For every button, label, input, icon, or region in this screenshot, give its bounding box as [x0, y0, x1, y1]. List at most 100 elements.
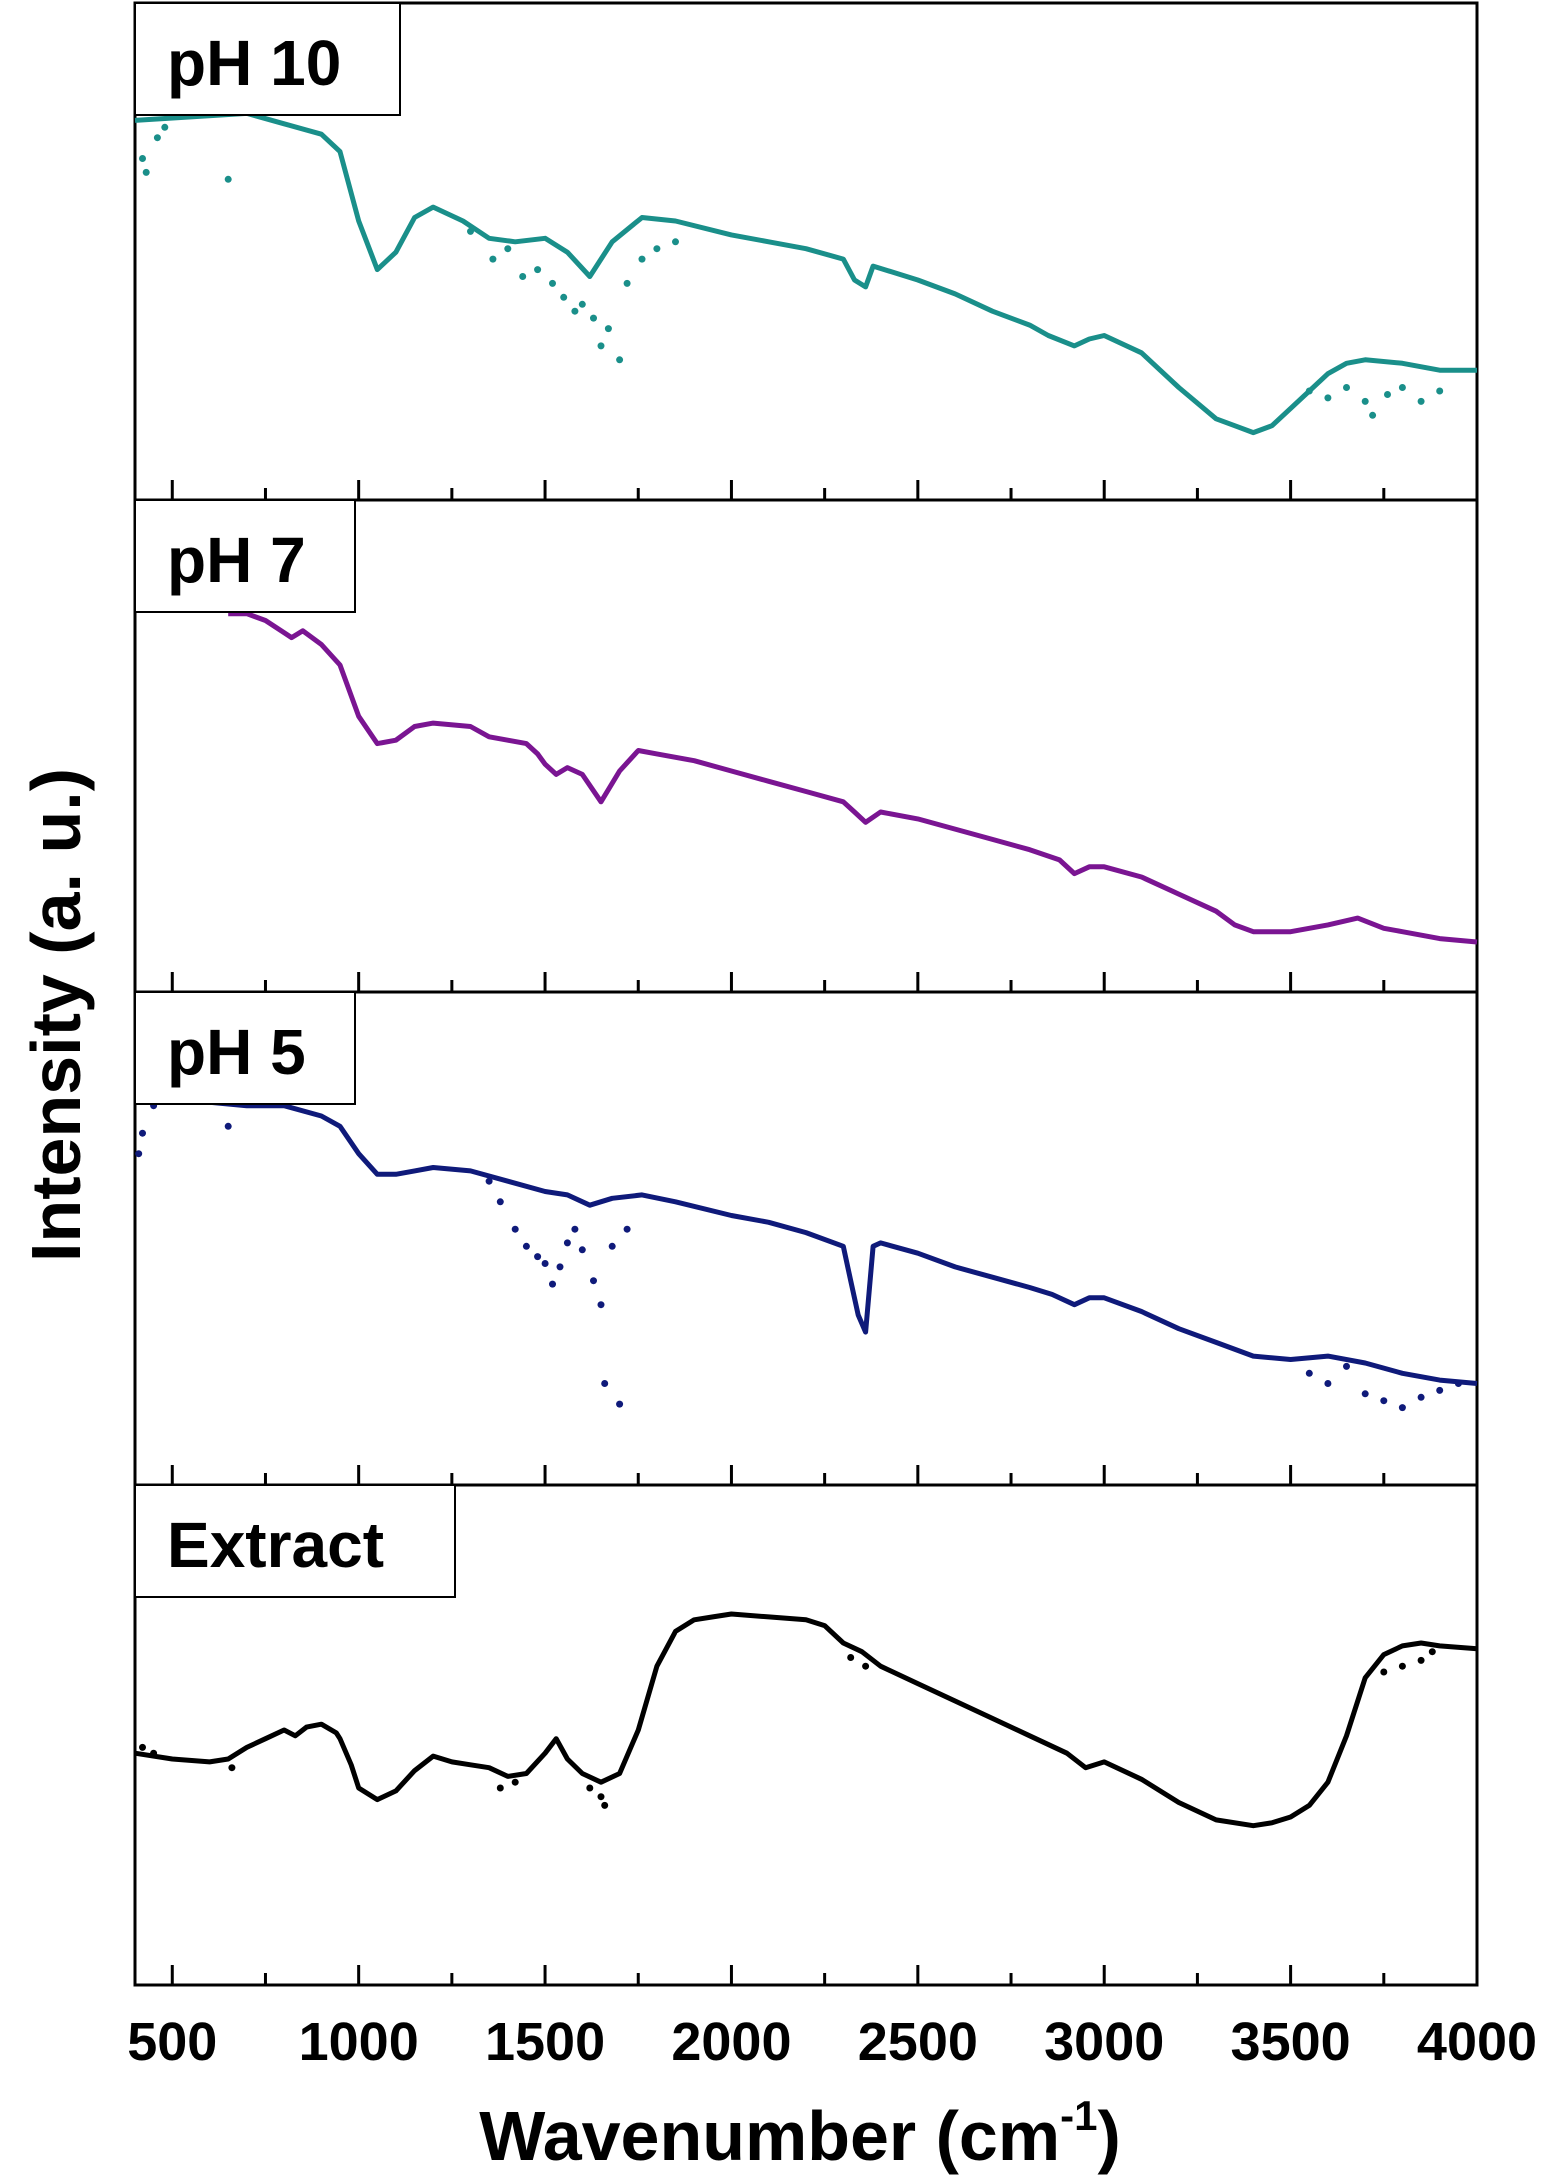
- scatter-point: [597, 342, 605, 350]
- scatter-point: [1361, 1390, 1369, 1398]
- scatter-point: [224, 1122, 232, 1130]
- x-tick-label: 2500: [858, 2012, 978, 2072]
- x-tick-label: 2000: [671, 2012, 791, 2072]
- scatter-point: [534, 1253, 542, 1261]
- scatter-point: [1428, 1648, 1436, 1656]
- scatter-point: [601, 1380, 609, 1387]
- scatter-point: [1384, 391, 1391, 398]
- scatter-point: [467, 227, 474, 235]
- x-tick-label: 3000: [1044, 2012, 1164, 2072]
- scatter-point: [616, 1400, 624, 1408]
- scatter-point: [1417, 1656, 1425, 1664]
- scatter-point: [549, 1280, 556, 1288]
- scatter-point: [608, 1242, 616, 1250]
- scatter-point: [847, 1654, 855, 1661]
- x-axis-title: Wavenumber (cm-1): [479, 2092, 1121, 2175]
- scatter-point: [150, 1749, 158, 1757]
- panel-2: pH 5: [133, 990, 1479, 1487]
- panel-label: pH 5: [167, 1016, 306, 1088]
- scatter-point: [511, 1778, 519, 1786]
- scatter-point: [862, 1662, 870, 1670]
- scatter-point: [1324, 1380, 1332, 1387]
- scatter-point: [1324, 394, 1332, 402]
- scatter-point: [511, 1225, 519, 1233]
- x-tick-label: 500: [127, 2012, 217, 2072]
- scatter-point: [1436, 1386, 1444, 1394]
- scatter-point: [560, 293, 568, 301]
- scatter-point: [1369, 411, 1377, 419]
- scatter-point: [1380, 1397, 1388, 1405]
- scatter-point: [522, 1242, 530, 1250]
- series-line: [134, 1611, 1478, 1829]
- scatter-point: [139, 155, 146, 162]
- scatter-point: [541, 1260, 549, 1267]
- panel-label: Extract: [167, 1509, 384, 1581]
- y-axis-title: Intensity (a. u.): [17, 768, 95, 1262]
- scatter-point: [489, 255, 497, 263]
- series-line: [134, 1096, 1478, 1386]
- panel-label: pH 7: [167, 524, 306, 596]
- scatter-point: [161, 123, 169, 131]
- x-axis: 500 1000 1500 2000 2500 3000 3500 4000: [127, 2012, 1537, 2072]
- scatter-point: [519, 273, 527, 280]
- scatter-point: [578, 300, 586, 308]
- panel-label: pH 10: [167, 27, 341, 99]
- scatter-point: [563, 1239, 571, 1247]
- series-line: [134, 110, 1477, 436]
- x-tick-label: 4000: [1417, 2012, 1537, 2072]
- scatter-point: [597, 1301, 605, 1309]
- x-tick-label: 1000: [299, 2012, 419, 2072]
- scatter-point: [623, 279, 631, 287]
- scatter-point: [623, 1225, 631, 1233]
- scatter-point: [1398, 1404, 1406, 1412]
- panel-label-box: [134, 499, 356, 613]
- scatter-point: [1343, 384, 1350, 391]
- scatter-point: [1398, 1662, 1406, 1670]
- scatter-point: [153, 134, 161, 142]
- x-tick-label: 1500: [485, 2012, 605, 2072]
- scatter-point: [224, 175, 232, 183]
- panel-label-box: [134, 2, 401, 116]
- scatter-point: [1454, 1380, 1462, 1387]
- scatter-point: [638, 255, 646, 263]
- panel-1: pH 7: [133, 498, 1479, 994]
- scatter-point: [597, 1793, 605, 1801]
- scatter-point: [549, 279, 556, 287]
- scatter-point: [1398, 384, 1406, 391]
- panel-3: Extract: [133, 1483, 1479, 1987]
- scatter-point: [139, 1743, 146, 1751]
- scatter-point: [1305, 1369, 1313, 1377]
- scatter-point: [142, 168, 150, 176]
- scatter-point: [1343, 1362, 1350, 1370]
- scatter-point: [485, 1177, 493, 1185]
- scatter-point: [496, 1784, 504, 1792]
- scatter-point: [653, 245, 661, 253]
- scatter-point: [1361, 397, 1369, 405]
- scatter-point: [1305, 387, 1313, 395]
- scatter-point: [556, 1263, 564, 1271]
- x-tick-label: 3500: [1231, 2012, 1351, 2072]
- panels-group: pH 10 pH 7 pH 5 Extract: [133, 1, 1479, 1987]
- scatter-point: [139, 1129, 146, 1137]
- panel-frame: [133, 1483, 1479, 1987]
- series-line: [228, 611, 1478, 945]
- panel-label-box: [134, 991, 356, 1105]
- scatter-point: [590, 314, 597, 322]
- scatter-point: [601, 1801, 609, 1809]
- scatter-point: [534, 266, 542, 274]
- scatter-point: [1417, 1393, 1425, 1401]
- scatter-point: [616, 356, 624, 364]
- scatter-point: [571, 1225, 579, 1233]
- scatter-point: [496, 1198, 504, 1206]
- scatter-point: [578, 1246, 586, 1254]
- scatter-point: [590, 1277, 597, 1285]
- scatter-point: [135, 1150, 143, 1158]
- scatter-point: [1380, 1668, 1388, 1676]
- scatter-point: [571, 307, 579, 315]
- panel-label-box: [134, 1484, 456, 1598]
- scatter-point: [228, 1764, 236, 1772]
- scatter-point: [586, 1784, 594, 1792]
- scatter-point: [1436, 387, 1444, 395]
- panel-0: pH 10: [133, 1, 1479, 502]
